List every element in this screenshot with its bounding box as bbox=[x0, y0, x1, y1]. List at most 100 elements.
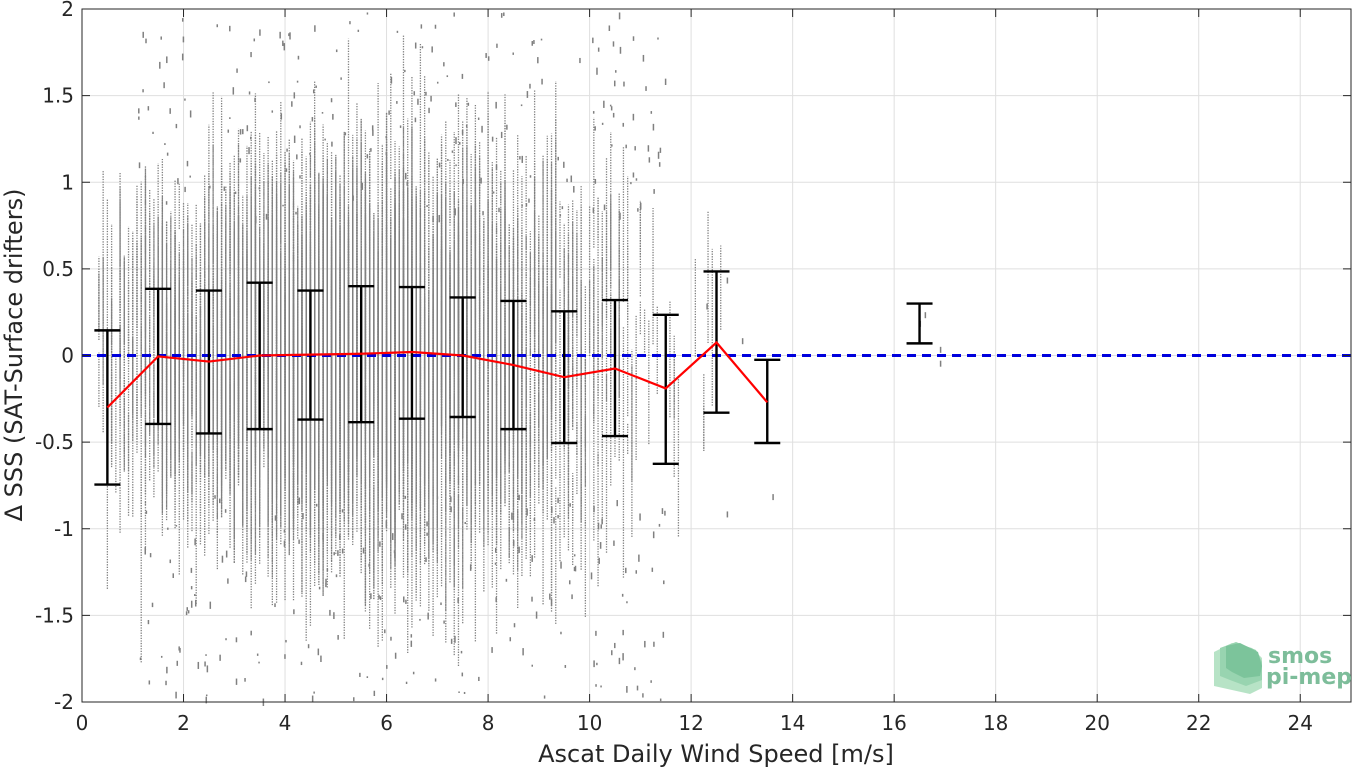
scatter-point bbox=[312, 89, 315, 94]
scatter-point bbox=[234, 191, 237, 194]
scatter-point bbox=[579, 57, 581, 64]
scatter-point bbox=[279, 31, 281, 39]
scatter-point bbox=[239, 129, 242, 135]
scatter-point bbox=[404, 69, 406, 73]
scatter-point bbox=[329, 609, 331, 616]
scatter-point bbox=[636, 685, 639, 691]
scatter-point bbox=[603, 204, 606, 211]
scatter-point bbox=[169, 108, 171, 114]
scatter-point bbox=[455, 102, 457, 108]
scatter-point bbox=[443, 62, 445, 67]
x-tick-label: 6 bbox=[380, 711, 393, 735]
x-tick-label: 8 bbox=[482, 711, 495, 735]
scatter-point bbox=[293, 135, 296, 143]
scatter-point bbox=[637, 208, 639, 212]
scatter-point bbox=[340, 77, 342, 80]
scatter-point bbox=[145, 38, 147, 44]
scatter-point bbox=[651, 567, 654, 572]
scatter-point bbox=[404, 495, 407, 499]
scatter-point bbox=[603, 100, 605, 108]
scatter-point bbox=[341, 548, 344, 554]
scatter-point bbox=[179, 647, 181, 653]
scatter-point bbox=[160, 36, 162, 40]
scatter-point bbox=[242, 129, 244, 135]
scatter-point bbox=[286, 148, 288, 152]
scatter-point bbox=[592, 37, 594, 44]
scatter-point bbox=[379, 541, 381, 547]
scatter-point bbox=[519, 156, 521, 160]
scatter-point bbox=[185, 611, 188, 616]
scatter-point bbox=[625, 144, 627, 149]
scatter-point bbox=[232, 87, 235, 95]
scatter-point bbox=[248, 147, 250, 155]
scatter-point bbox=[189, 110, 192, 118]
scatter-point bbox=[187, 610, 190, 614]
scatter-point bbox=[190, 567, 193, 573]
scatter-point bbox=[653, 189, 655, 194]
scatter-point bbox=[426, 532, 428, 536]
scatter-point bbox=[384, 629, 386, 634]
scatter-point bbox=[557, 156, 559, 161]
scatter-point bbox=[172, 573, 175, 578]
scatter-point bbox=[175, 123, 178, 129]
scatter-point bbox=[613, 80, 616, 87]
scatter-point bbox=[568, 580, 571, 585]
scatter-point bbox=[543, 695, 546, 699]
scatter-point bbox=[285, 639, 287, 643]
scatter-point bbox=[344, 132, 347, 136]
scatter-point bbox=[190, 600, 193, 608]
scatter-point bbox=[282, 40, 284, 46]
scatter-point bbox=[614, 642, 616, 649]
scatter-point bbox=[178, 646, 180, 651]
scatter-point bbox=[622, 122, 625, 127]
scatter-point bbox=[664, 510, 666, 516]
scatter-point bbox=[939, 346, 942, 353]
scatter-point bbox=[494, 547, 497, 553]
scatter-point bbox=[454, 635, 456, 643]
scatter-point bbox=[438, 215, 440, 223]
x-tick-label: 14 bbox=[780, 711, 805, 735]
scatter-point bbox=[159, 61, 161, 69]
scatter-point bbox=[204, 661, 206, 667]
scatter-point bbox=[533, 518, 536, 522]
scatter-point bbox=[455, 137, 457, 145]
scatter-point bbox=[560, 561, 562, 569]
x-axis-ticks: 0 2 4 6 8 10 12 14 16 18 20 22 24 bbox=[76, 9, 1313, 735]
scatter-point bbox=[462, 178, 464, 184]
scatter-point bbox=[450, 496, 452, 503]
scatter-point bbox=[432, 215, 434, 223]
scatter-point bbox=[626, 686, 628, 693]
scatter-point bbox=[645, 86, 647, 91]
scatter-point bbox=[553, 517, 555, 524]
scatter-point bbox=[600, 524, 602, 529]
scatter-point bbox=[335, 574, 338, 578]
scatter-point bbox=[392, 533, 394, 540]
scatter-point bbox=[634, 146, 636, 151]
y-tick-label: 2 bbox=[61, 0, 74, 21]
scatter-point bbox=[366, 676, 369, 679]
scatter-point bbox=[283, 529, 286, 533]
scatter-point bbox=[522, 648, 524, 656]
scatter-point bbox=[622, 653, 624, 661]
scatter-point bbox=[551, 506, 553, 514]
scatter-point bbox=[405, 599, 407, 604]
scatter-point bbox=[659, 147, 662, 153]
scatter-point bbox=[254, 97, 256, 103]
x-tick-label: 24 bbox=[1288, 711, 1313, 735]
scatter-point bbox=[258, 187, 261, 190]
x-tick-label: 4 bbox=[279, 711, 292, 735]
y-tick-label: 1.5 bbox=[42, 84, 74, 108]
scatter-point bbox=[258, 661, 260, 664]
scatter-point bbox=[440, 602, 442, 606]
scatter-point bbox=[244, 576, 247, 583]
scatter-point bbox=[559, 214, 562, 217]
scatter-point bbox=[619, 46, 622, 54]
scatter-point bbox=[165, 680, 167, 686]
scatter-point bbox=[299, 125, 301, 129]
scatter-point bbox=[175, 525, 178, 527]
scatter-point bbox=[299, 175, 301, 179]
scatter-point bbox=[611, 144, 613, 147]
scatter-point bbox=[235, 637, 238, 643]
scatter-point bbox=[396, 30, 399, 33]
